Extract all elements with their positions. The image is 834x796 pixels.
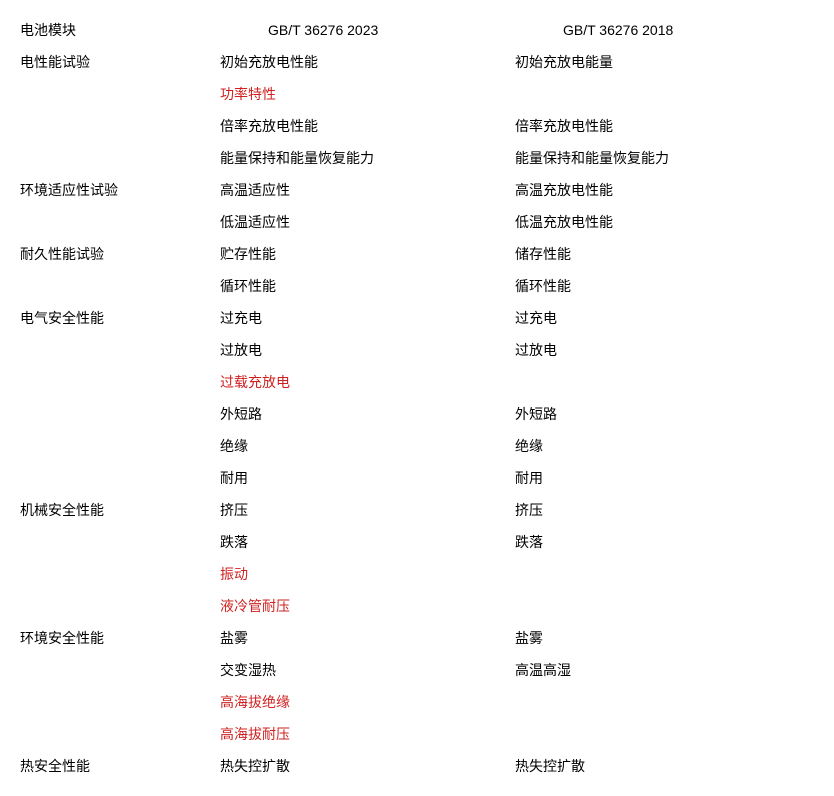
col2-cell: 过载充放电	[220, 372, 515, 392]
col2-cell: 挤压	[220, 500, 515, 520]
col3-cell: 挤压	[515, 500, 814, 520]
col2-cell: 贮存性能	[220, 244, 515, 264]
category-cell: 热安全性能	[20, 756, 220, 776]
col3-cell: 跌落	[515, 532, 814, 552]
category-cell: 电性能试验	[20, 52, 220, 72]
col2-cell: 液冷管耐压	[220, 596, 515, 616]
table-row: 耐用耐用	[20, 462, 814, 494]
table-row: 耐久性能试验贮存性能储存性能	[20, 238, 814, 270]
col2-cell: 倍率充放电性能	[220, 116, 515, 136]
col2-cell: 低温适应性	[220, 212, 515, 232]
col3-cell: 高温充放电性能	[515, 180, 814, 200]
table-row: 循环性能循环性能	[20, 270, 814, 302]
table-body: 电性能试验初始充放电性能初始充放电能量功率特性倍率充放电性能倍率充放电性能能量保…	[20, 46, 814, 782]
category-cell: 环境安全性能	[20, 628, 220, 648]
col3-cell: 过放电	[515, 340, 814, 360]
col2-cell: 高海拔绝缘	[220, 692, 515, 712]
col2-cell: 绝缘	[220, 436, 515, 456]
table-row: 电气安全性能过充电过充电	[20, 302, 814, 334]
table-row: 能量保持和能量恢复能力能量保持和能量恢复能力	[20, 142, 814, 174]
col2-cell: 循环性能	[220, 276, 515, 296]
col3-cell: 储存性能	[515, 244, 814, 264]
col3-cell: 绝缘	[515, 436, 814, 456]
table-row: 过放电过放电	[20, 334, 814, 366]
col2-cell: 能量保持和能量恢复能力	[220, 148, 515, 168]
table-row: 低温适应性低温充放电性能	[20, 206, 814, 238]
table-row: 热安全性能热失控扩散热失控扩散	[20, 750, 814, 782]
col2-cell: 过放电	[220, 340, 515, 360]
header-col2: GB/T 36276 2023	[220, 22, 515, 38]
table-row: 跌落跌落	[20, 526, 814, 558]
category-cell: 机械安全性能	[20, 500, 220, 520]
category-cell: 电气安全性能	[20, 308, 220, 328]
table-row: 倍率充放电性能倍率充放电性能	[20, 110, 814, 142]
category-cell: 环境适应性试验	[20, 180, 220, 200]
col3-cell: 低温充放电性能	[515, 212, 814, 232]
header-col1: 电池模块	[20, 20, 220, 40]
col2-cell: 振动	[220, 564, 515, 584]
table-row: 振动	[20, 558, 814, 590]
table-row: 环境安全性能盐雾盐雾	[20, 622, 814, 654]
header-col3: GB/T 36276 2018	[515, 22, 814, 38]
table-row: 过载充放电	[20, 366, 814, 398]
col3-cell: 能量保持和能量恢复能力	[515, 148, 814, 168]
table-row: 环境适应性试验高温适应性高温充放电性能	[20, 174, 814, 206]
table-row: 机械安全性能挤压挤压	[20, 494, 814, 526]
table-row: 高海拔绝缘	[20, 686, 814, 718]
col3-cell: 盐雾	[515, 628, 814, 648]
category-cell: 耐久性能试验	[20, 244, 220, 264]
table-header-row: 电池模块 GB/T 36276 2023 GB/T 36276 2018	[20, 14, 814, 46]
col3-cell: 初始充放电能量	[515, 52, 814, 72]
table-row: 高海拔耐压	[20, 718, 814, 750]
col2-cell: 热失控扩散	[220, 756, 515, 776]
comparison-table: 电池模块 GB/T 36276 2023 GB/T 36276 2018 电性能…	[20, 14, 814, 782]
table-row: 绝缘绝缘	[20, 430, 814, 462]
col3-cell: 耐用	[515, 468, 814, 488]
col2-cell: 过充电	[220, 308, 515, 328]
col2-cell: 功率特性	[220, 84, 515, 104]
col2-cell: 外短路	[220, 404, 515, 424]
col2-cell: 盐雾	[220, 628, 515, 648]
col2-cell: 高海拔耐压	[220, 724, 515, 744]
col2-cell: 高温适应性	[220, 180, 515, 200]
table-row: 交变湿热高温高湿	[20, 654, 814, 686]
col2-cell: 初始充放电性能	[220, 52, 515, 72]
table-row: 外短路外短路	[20, 398, 814, 430]
col3-cell: 外短路	[515, 404, 814, 424]
col3-cell: 热失控扩散	[515, 756, 814, 776]
table-row: 液冷管耐压	[20, 590, 814, 622]
col2-cell: 耐用	[220, 468, 515, 488]
col3-cell: 过充电	[515, 308, 814, 328]
col3-cell: 循环性能	[515, 276, 814, 296]
col2-cell: 交变湿热	[220, 660, 515, 680]
col3-cell: 高温高湿	[515, 660, 814, 680]
col2-cell: 跌落	[220, 532, 515, 552]
col3-cell: 倍率充放电性能	[515, 116, 814, 136]
table-row: 电性能试验初始充放电性能初始充放电能量	[20, 46, 814, 78]
table-row: 功率特性	[20, 78, 814, 110]
